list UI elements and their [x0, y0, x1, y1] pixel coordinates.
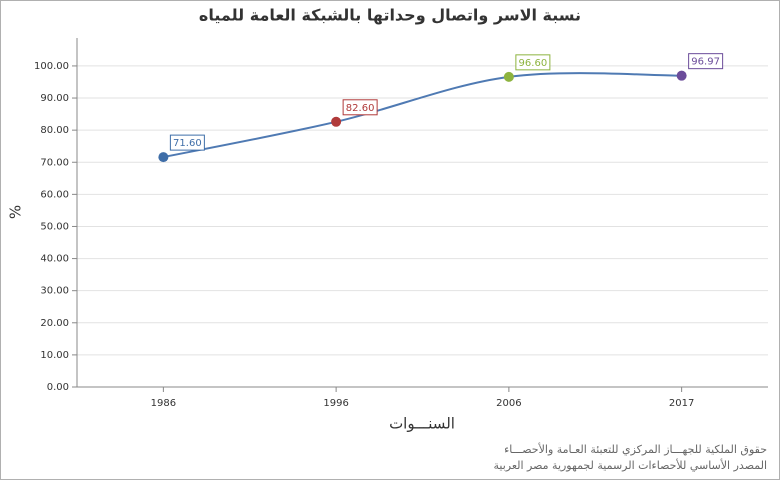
point [676, 70, 687, 81]
value-label: 82.60 [346, 103, 375, 114]
value-label-box [515, 54, 551, 71]
y-tick-label: 20.00 [40, 318, 69, 329]
x-tick-label: 1996 [323, 398, 348, 409]
point [331, 116, 342, 127]
value-label: 96.97 [691, 57, 720, 68]
x-tick-label: 1986 [151, 398, 176, 409]
y-tick-label: 40.00 [40, 254, 69, 265]
y-tick-label: 70.00 [40, 157, 69, 168]
value-label-box [169, 134, 205, 151]
y-tick-label: 100.00 [34, 61, 69, 72]
chart-title: نسبة الاسر واتصال وحداتها بالشبكة العامة… [199, 6, 581, 25]
y-tick-label: 0.00 [47, 382, 69, 393]
y-tick-label: 10.00 [40, 350, 69, 361]
point [158, 152, 169, 163]
y-tick-label: 50.00 [40, 221, 69, 232]
point [503, 71, 514, 82]
x-tick-label: 2006 [496, 398, 521, 409]
value-label: 96.60 [519, 58, 548, 69]
x-tick-label: 2017 [669, 398, 694, 409]
y-tick-label: 60.00 [40, 189, 69, 200]
y-tick-label: 90.00 [40, 93, 69, 104]
value-label: 71.60 [173, 138, 202, 149]
y-tick-label: 80.00 [40, 125, 69, 136]
value-label-box [688, 53, 724, 70]
footer-line: حقوق الملكية للجهـــاز المركزي للتعبئة ا… [504, 442, 767, 456]
footer-line: المصدر الأساسي للأحصاءات الرسمية لجمهوري… [493, 458, 767, 472]
value-label-box [342, 99, 378, 116]
y-axis-label: % [7, 205, 25, 219]
y-tick-label: 30.00 [40, 286, 69, 297]
x-axis-label: السنـــوات [389, 415, 455, 433]
line [163, 72, 682, 159]
